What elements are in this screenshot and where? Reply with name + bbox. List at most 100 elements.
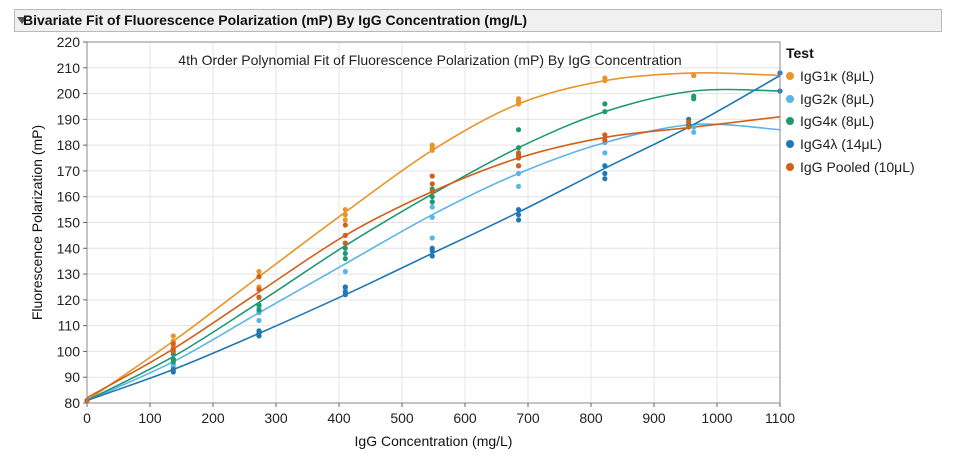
data-point: [170, 333, 176, 339]
x-tick-label: 900: [642, 410, 666, 426]
data-point: [602, 176, 608, 182]
y-tick-label: 150: [57, 215, 81, 231]
fit-curve-1: [86, 123, 781, 402]
data-point: [691, 72, 697, 79]
x-tick-label: 400: [327, 410, 351, 426]
data-point: [342, 222, 348, 228]
legend-label: IgG4κ (8μL): [800, 113, 875, 130]
data-point: [256, 268, 262, 275]
data-point: [429, 214, 435, 220]
legend-label: IgG1κ (8μL): [800, 68, 875, 85]
data-point: [342, 250, 348, 257]
y-tick-label: 180: [57, 137, 81, 153]
data-point: [170, 348, 176, 355]
data-point: [515, 217, 522, 223]
x-tick-label: 100: [138, 410, 162, 426]
y-tick-label: 100: [57, 343, 81, 359]
x-tick-label: 200: [201, 410, 225, 426]
legend: Test IgG1κ (8μL) IgG2κ (8μL) IgG4κ (8μL) Ig…: [786, 45, 915, 178]
data-point: [342, 232, 348, 238]
data-point: [515, 212, 522, 218]
legend-item[interactable]: IgG4λ (14μL): [786, 133, 915, 156]
data-point: [515, 98, 522, 104]
fit-curve-2: [86, 88, 781, 402]
data-point: [429, 204, 435, 210]
data-point: [342, 212, 348, 218]
y-tick-label: 80: [64, 395, 80, 411]
data-point: [170, 341, 176, 347]
legend-item[interactable]: IgG4κ (8μL): [786, 110, 915, 133]
x-tick-label: 1100: [765, 410, 795, 426]
data-point: [342, 256, 348, 262]
data-point: [515, 155, 522, 161]
data-point: [256, 294, 262, 300]
legend-item[interactable]: IgG2κ (8μL): [786, 88, 915, 111]
grid: [86, 41, 781, 404]
x-tick-label: 0: [83, 410, 91, 426]
data-point: [515, 170, 522, 177]
legend-label: IgG Pooled (10μL): [800, 158, 915, 175]
y-tick-label: 140: [57, 240, 81, 256]
legend-items: IgG1κ (8μL) IgG2κ (8μL) IgG4κ (8μL) IgG4λ (…: [786, 65, 915, 178]
legend-marker-icon: [786, 72, 794, 81]
data-point: [691, 96, 697, 102]
data-point: [256, 302, 262, 308]
report-header[interactable]: Bivariate Fit of Fluorescence Polarizati…: [14, 9, 942, 32]
data-point: [515, 127, 522, 133]
data-point: [429, 188, 435, 195]
data-point: [515, 183, 522, 189]
data-point: [342, 245, 348, 251]
legend-item[interactable]: IgG1κ (8μL): [786, 65, 915, 88]
data-point: [515, 150, 522, 156]
data-point: [602, 101, 608, 107]
fit-curve-0: [86, 71, 781, 402]
data-point: [429, 173, 435, 179]
x-tick-label: 1000: [701, 410, 732, 426]
data-point: [342, 292, 348, 298]
x-axis-label: IgG Concentration (mg/L): [355, 433, 513, 449]
data-point: [342, 240, 348, 246]
data-point: [429, 145, 435, 151]
chart-title: 4th Order Polynomial Fit of Fluorescence…: [178, 52, 681, 68]
data-point: [256, 317, 262, 324]
x-tick-label: 300: [264, 410, 288, 426]
y-axis-label: Fluorescence Polarization (mP): [29, 125, 45, 320]
y-tick-label: 170: [57, 163, 81, 179]
data-point: [602, 170, 608, 177]
data-point: [429, 248, 435, 254]
data-point: [429, 253, 435, 259]
data-point: [602, 163, 608, 169]
data-point: [429, 181, 435, 187]
x-tick-label: 600: [453, 410, 477, 426]
axis-ticks: 0 100 200 300 400 500 600 700 800 900 1000 1100 80 90…: [57, 34, 796, 426]
data-point: [429, 194, 435, 200]
data-point: [342, 284, 348, 290]
data-point: [170, 359, 176, 365]
legend-label: IgG4λ (14μL): [800, 136, 882, 153]
data-point: [342, 268, 348, 275]
x-tick-label: 700: [516, 410, 540, 426]
data-point: [342, 217, 348, 223]
y-tick-label: 90: [64, 369, 80, 385]
data-point: [602, 150, 608, 156]
y-tick-label: 190: [57, 111, 81, 127]
y-tick-label: 110: [58, 318, 81, 334]
data-point: [256, 274, 262, 280]
data-point: [602, 109, 608, 115]
data-point: [342, 207, 348, 213]
data-point: [256, 307, 262, 313]
data-point: [686, 124, 692, 130]
legend-label: IgG2κ (8μL): [800, 90, 875, 107]
data-point: [515, 163, 522, 169]
legend-marker-icon: [786, 162, 794, 171]
data-point: [256, 333, 262, 339]
data-point: [602, 137, 608, 143]
legend-item[interactable]: IgG Pooled (10μL): [786, 155, 915, 178]
y-tick-label: 120: [57, 292, 81, 308]
disclosure-triangle-icon[interactable]: [17, 17, 27, 24]
data-point: [429, 235, 435, 241]
data-point: [602, 132, 608, 138]
y-tick-label: 160: [57, 189, 81, 205]
report-title: Bivariate Fit of Fluorescence Polarizati…: [23, 12, 528, 28]
